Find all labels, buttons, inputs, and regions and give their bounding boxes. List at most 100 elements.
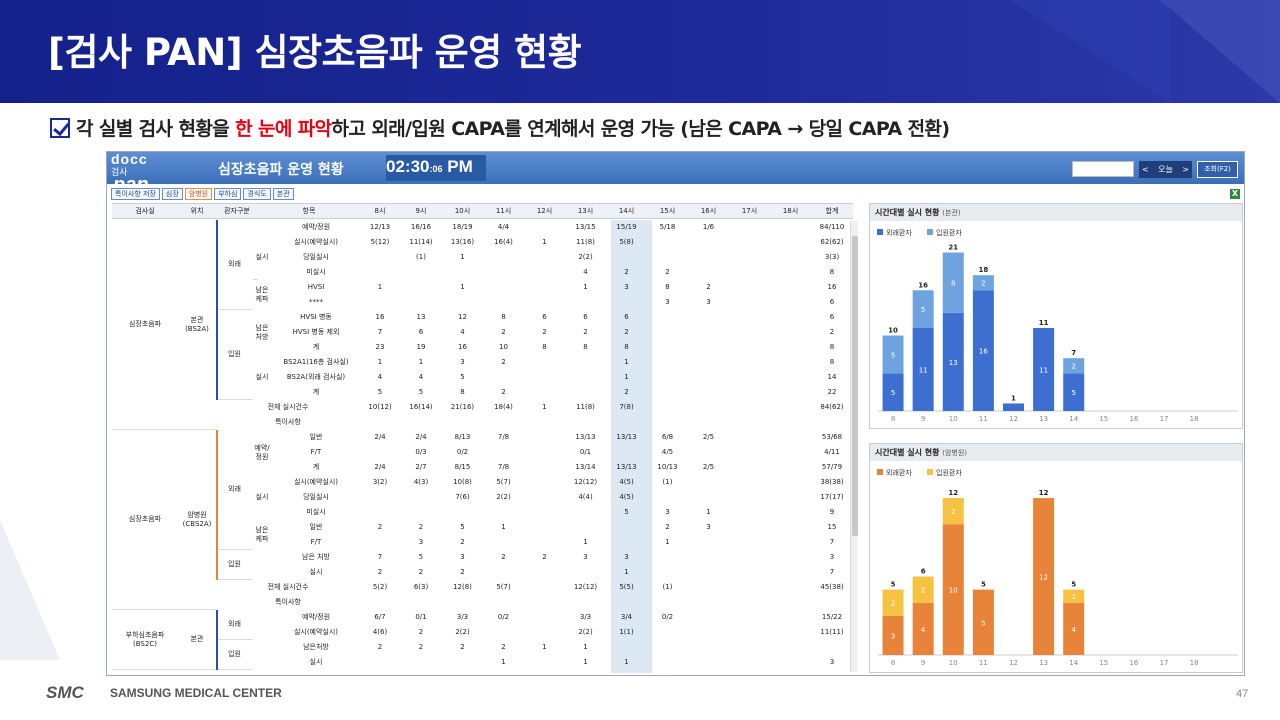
today-button[interactable]: 오늘 <box>1158 165 1173 174</box>
subgroup-label: 남은 처방 <box>255 323 269 341</box>
column-header: 합계 <box>825 207 839 215</box>
row-label: 일반 <box>309 523 323 531</box>
table-cell: 8 <box>829 358 835 366</box>
table-cell: 3/4 <box>620 613 633 621</box>
table-cell: 3(3) <box>824 253 840 261</box>
clock-seconds: :06 <box>429 164 443 174</box>
bar-segment <box>1063 358 1085 374</box>
logo-text: 검사 <box>111 167 128 177</box>
table-cell: 11(8) <box>576 238 595 246</box>
table-cell: 4(4) <box>578 493 593 501</box>
table-cell: 2(2) <box>578 628 593 636</box>
table-cell: 2 <box>501 388 506 396</box>
scrollbar-thumb[interactable] <box>852 236 858 536</box>
table-cell: 4/4 <box>497 223 510 231</box>
table-cell: 1 <box>377 358 383 366</box>
prev-day-button[interactable]: < <box>1142 165 1149 174</box>
date-input[interactable] <box>1072 161 1134 177</box>
toolbar-button[interactable]: 심장 <box>161 188 183 200</box>
toolbar-button[interactable]: 암병원 <box>184 188 213 200</box>
patient-type-label: 입원 <box>216 640 253 670</box>
table-cell: 8 <box>542 343 547 351</box>
next-day-button[interactable]: > <box>1182 165 1189 174</box>
data-label: 5 <box>921 306 925 314</box>
table-cell: 1/6 <box>702 223 715 231</box>
tick-label: 16 <box>1129 415 1138 423</box>
table-cell: 0/1 <box>579 448 592 456</box>
row-label: 실시 <box>309 568 323 576</box>
table-cell: 2 <box>583 328 588 336</box>
tick-label: 10 <box>949 659 958 667</box>
toolbar-button[interactable]: 경식도 <box>243 188 271 200</box>
toolbar-button[interactable]: 본관 <box>272 188 294 200</box>
app-window: docc 검사 pan 심장초음파 운영 현황 02:30:06 PM < 오늘… <box>106 151 1245 676</box>
bar-segment <box>972 589 994 655</box>
row-label: F/T <box>310 538 322 546</box>
data-label: 5 <box>891 389 895 397</box>
data-label: 3 <box>891 632 895 640</box>
tick-label: 16 <box>1129 659 1138 667</box>
table-cell: 3 <box>583 553 588 561</box>
table-cell: 5 <box>377 388 383 396</box>
table-cell: 3(2) <box>372 478 388 486</box>
tick-label: 17 <box>1160 415 1169 423</box>
table-cell: 1 <box>460 283 465 291</box>
table-cell: 12(8) <box>453 583 472 591</box>
bar-segment <box>912 328 934 411</box>
tick-label: 17 <box>1160 659 1169 667</box>
data-label: 13 <box>949 359 958 367</box>
table-cell: 8 <box>829 343 835 351</box>
column-header: 위치 <box>190 207 204 215</box>
table-cell: 2 <box>624 388 629 396</box>
search-button[interactable]: 조회(F2) <box>1197 161 1238 178</box>
table-scrollbar[interactable] <box>850 221 858 672</box>
table-cell: 6/8 <box>661 433 674 441</box>
row-label: 계 <box>312 463 320 471</box>
table-cell: 8 <box>829 268 835 276</box>
total-label: 16 <box>918 281 928 289</box>
column-header: 10시 <box>454 207 471 215</box>
total-label: 12 <box>948 489 958 497</box>
row-label: **** <box>309 298 323 306</box>
bar-segment <box>972 275 994 291</box>
table-cell: 15 <box>827 523 837 531</box>
table-cell: 14 <box>827 373 837 381</box>
table-cell: 2 <box>542 553 547 561</box>
table-cell: 84(62) <box>820 403 844 411</box>
table-cell: 2 <box>418 568 424 576</box>
table-cell: 4 <box>418 373 424 381</box>
table-cell: 5/18 <box>659 223 676 231</box>
table-cell: 16 <box>827 283 837 291</box>
table-cell: 1 <box>542 643 547 651</box>
data-label: 5 <box>1071 389 1075 397</box>
table-cell: 3 <box>829 553 835 561</box>
chart-title: 시간대별 실시 현황 (암병원) <box>870 444 1242 461</box>
row-label: 계 <box>312 388 320 396</box>
subgroup-label: 실시 <box>255 373 269 381</box>
column-header: 17시 <box>741 207 758 215</box>
table-header <box>112 203 853 219</box>
table-cell: 8/13 <box>454 433 471 441</box>
tick-label: 18 <box>1190 415 1199 423</box>
bar-segment <box>942 524 964 655</box>
table-cell: 53/68 <box>821 433 843 441</box>
toolbar-button[interactable]: 특이사항 저장 <box>111 188 160 200</box>
excel-export-icon[interactable]: X <box>1230 189 1240 199</box>
data-label: 2 <box>1071 363 1075 371</box>
table-cell: 16 <box>375 313 385 321</box>
table-cell: 5 <box>460 523 465 531</box>
row-label: 실시(예약실시) <box>293 628 339 636</box>
data-label: 5 <box>891 351 895 359</box>
table-cell: 3 <box>665 298 670 306</box>
bar-segment <box>882 373 904 411</box>
table-cell: 13(16) <box>450 238 475 246</box>
table-cell: 6/7 <box>374 613 386 621</box>
app-header: docc 검사 pan 심장초음파 운영 현황 02:30:06 PM < 오늘… <box>107 152 1244 195</box>
table-cell: 8/15 <box>454 463 471 471</box>
row-label: 예약/정원 <box>301 223 331 231</box>
table-cell: 2(2) <box>496 493 511 501</box>
table-cell: 2 <box>377 643 383 651</box>
tick-label: 8 <box>891 415 895 423</box>
toolbar-button[interactable]: 부하심 <box>214 188 242 200</box>
